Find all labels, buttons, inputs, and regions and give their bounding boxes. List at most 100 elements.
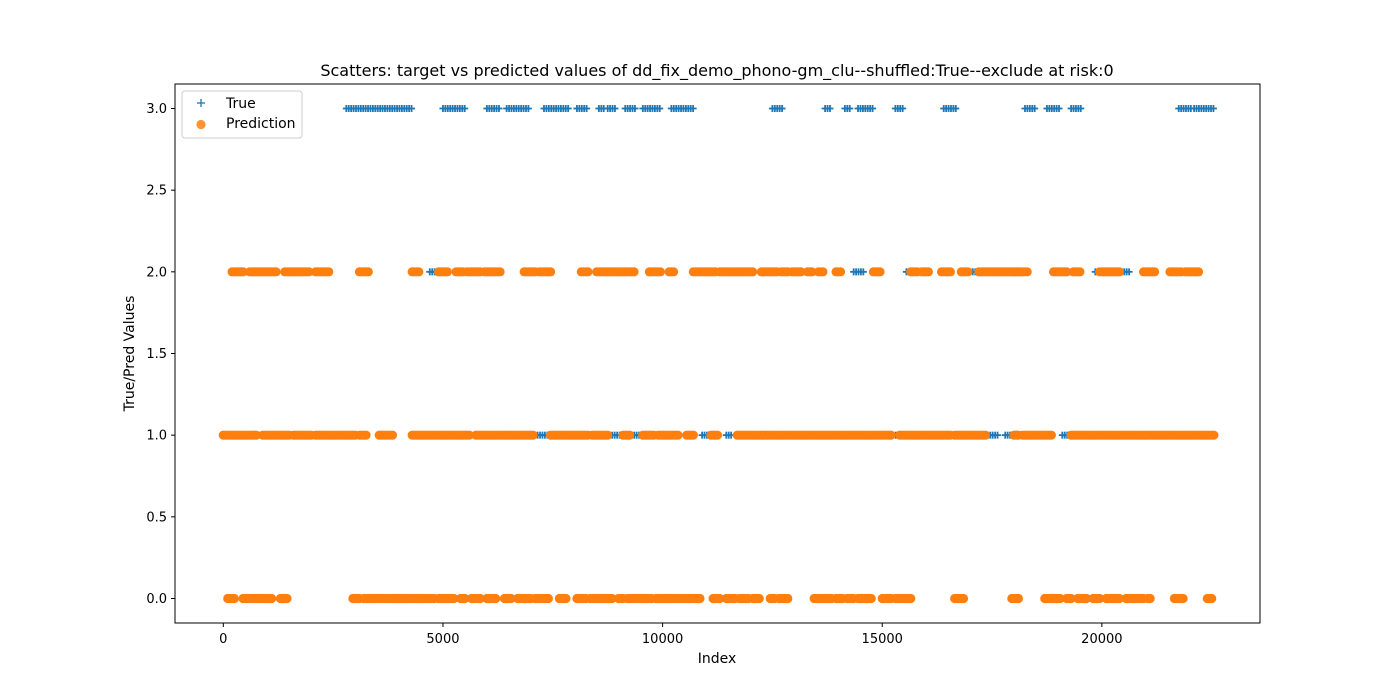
prediction-point	[1066, 593, 1076, 604]
prediction-point	[1062, 267, 1072, 277]
true-point	[778, 105, 786, 112]
prediction-point	[866, 593, 876, 604]
true-point	[611, 105, 619, 112]
prediction-point	[324, 267, 334, 277]
prediction-point	[414, 267, 424, 277]
prediction-point	[528, 430, 538, 440]
x-tick-label: 0	[219, 632, 227, 647]
prediction-point	[304, 267, 314, 277]
y-tick-label: 0.5	[146, 510, 167, 525]
prediction-point	[282, 593, 292, 604]
prediction-point	[561, 593, 571, 604]
legend-prediction-dot	[196, 119, 206, 130]
prediction-point	[1149, 267, 1160, 277]
chart-title: Scatters: target vs predicted values of …	[320, 61, 1113, 81]
true-point	[631, 105, 639, 112]
prediction-point	[923, 267, 933, 277]
x-tick-label: 20000	[1081, 632, 1122, 647]
true-point	[564, 105, 572, 112]
y-tick-label: 3.0	[146, 102, 167, 117]
prediction-point	[545, 267, 556, 277]
x-tick-label: 5000	[426, 632, 459, 647]
prediction-point	[1075, 267, 1085, 277]
true-point	[689, 105, 697, 112]
prediction-point	[875, 267, 885, 277]
prediction-point	[715, 593, 725, 604]
true-point	[408, 105, 416, 112]
prediction-point	[1055, 593, 1065, 604]
prediction-point	[475, 593, 485, 604]
prediction-point	[251, 430, 261, 440]
prediction-point	[464, 430, 474, 440]
prediction-point	[1145, 593, 1155, 604]
prediction-point	[271, 267, 281, 277]
prediction-point	[1095, 593, 1105, 604]
x-tick-label: 10000	[642, 632, 683, 647]
prediction-point	[229, 593, 239, 604]
prediction-point	[655, 267, 665, 277]
prediction-point	[543, 593, 553, 604]
true-point	[1077, 105, 1085, 112]
prediction-point	[361, 430, 371, 440]
true-point	[859, 268, 867, 276]
y-tick-label: 1.0	[146, 429, 167, 444]
x-axis-label: Index	[698, 651, 737, 667]
prediction-point	[1046, 430, 1056, 440]
true-point	[1125, 268, 1133, 276]
y-axis-label: True/Pred Values	[122, 296, 138, 413]
legend: True Prediction	[181, 90, 303, 139]
prediction-point	[607, 593, 617, 604]
true-point	[656, 105, 664, 112]
prediction-point	[958, 593, 969, 604]
legend-prediction-marker-icon	[196, 119, 206, 130]
prediction-point	[1114, 267, 1125, 277]
prediction-point	[1114, 593, 1125, 604]
true-point	[583, 105, 591, 112]
prediction-point	[387, 430, 398, 440]
prediction-point	[818, 267, 828, 277]
true-point	[461, 105, 469, 112]
y-tick-label: 1.5	[146, 347, 167, 362]
prediction-point	[449, 593, 459, 604]
prediction-point	[1081, 593, 1092, 604]
prediction-point	[491, 593, 501, 604]
prediction-point	[980, 430, 991, 440]
prediction-point	[886, 430, 896, 440]
y-tick-label: 2.0	[146, 265, 167, 280]
prediction-point	[807, 267, 817, 277]
prediction-point	[495, 267, 505, 277]
prediction-point	[835, 267, 846, 277]
prediction-point	[748, 267, 758, 277]
true-point	[826, 105, 834, 112]
prediction-point	[506, 593, 516, 604]
prediction-point	[363, 267, 373, 277]
true-point	[524, 105, 532, 112]
y-axis: 0.0 0.5 1.0 1.5 2.0 2.5 3.0	[146, 102, 175, 607]
true-point	[495, 105, 503, 112]
prediction-point	[906, 593, 916, 604]
true-point	[1055, 105, 1063, 112]
prediction-point	[712, 430, 723, 440]
y-tick-label: 0.0	[146, 592, 167, 607]
true-point	[952, 105, 960, 112]
prediction-point	[583, 267, 593, 277]
prediction-point	[603, 430, 613, 440]
prediction-point	[460, 593, 470, 604]
prediction-point	[673, 430, 683, 440]
prediction-point	[688, 430, 698, 440]
prediction-point	[629, 267, 639, 277]
y-tick-label: 2.5	[146, 184, 167, 199]
legend-box	[181, 90, 303, 139]
prediction-point	[1022, 267, 1032, 277]
legend-true-marker-icon	[197, 99, 205, 107]
true-point	[1209, 105, 1217, 112]
prediction-series	[218, 267, 1219, 604]
prediction-point	[695, 593, 705, 604]
prediction-point	[267, 593, 277, 604]
true-point	[869, 105, 877, 112]
prediction-point	[963, 267, 973, 277]
prediction-point	[1207, 593, 1217, 604]
prediction-point	[1013, 593, 1024, 604]
prediction-point	[442, 267, 452, 277]
